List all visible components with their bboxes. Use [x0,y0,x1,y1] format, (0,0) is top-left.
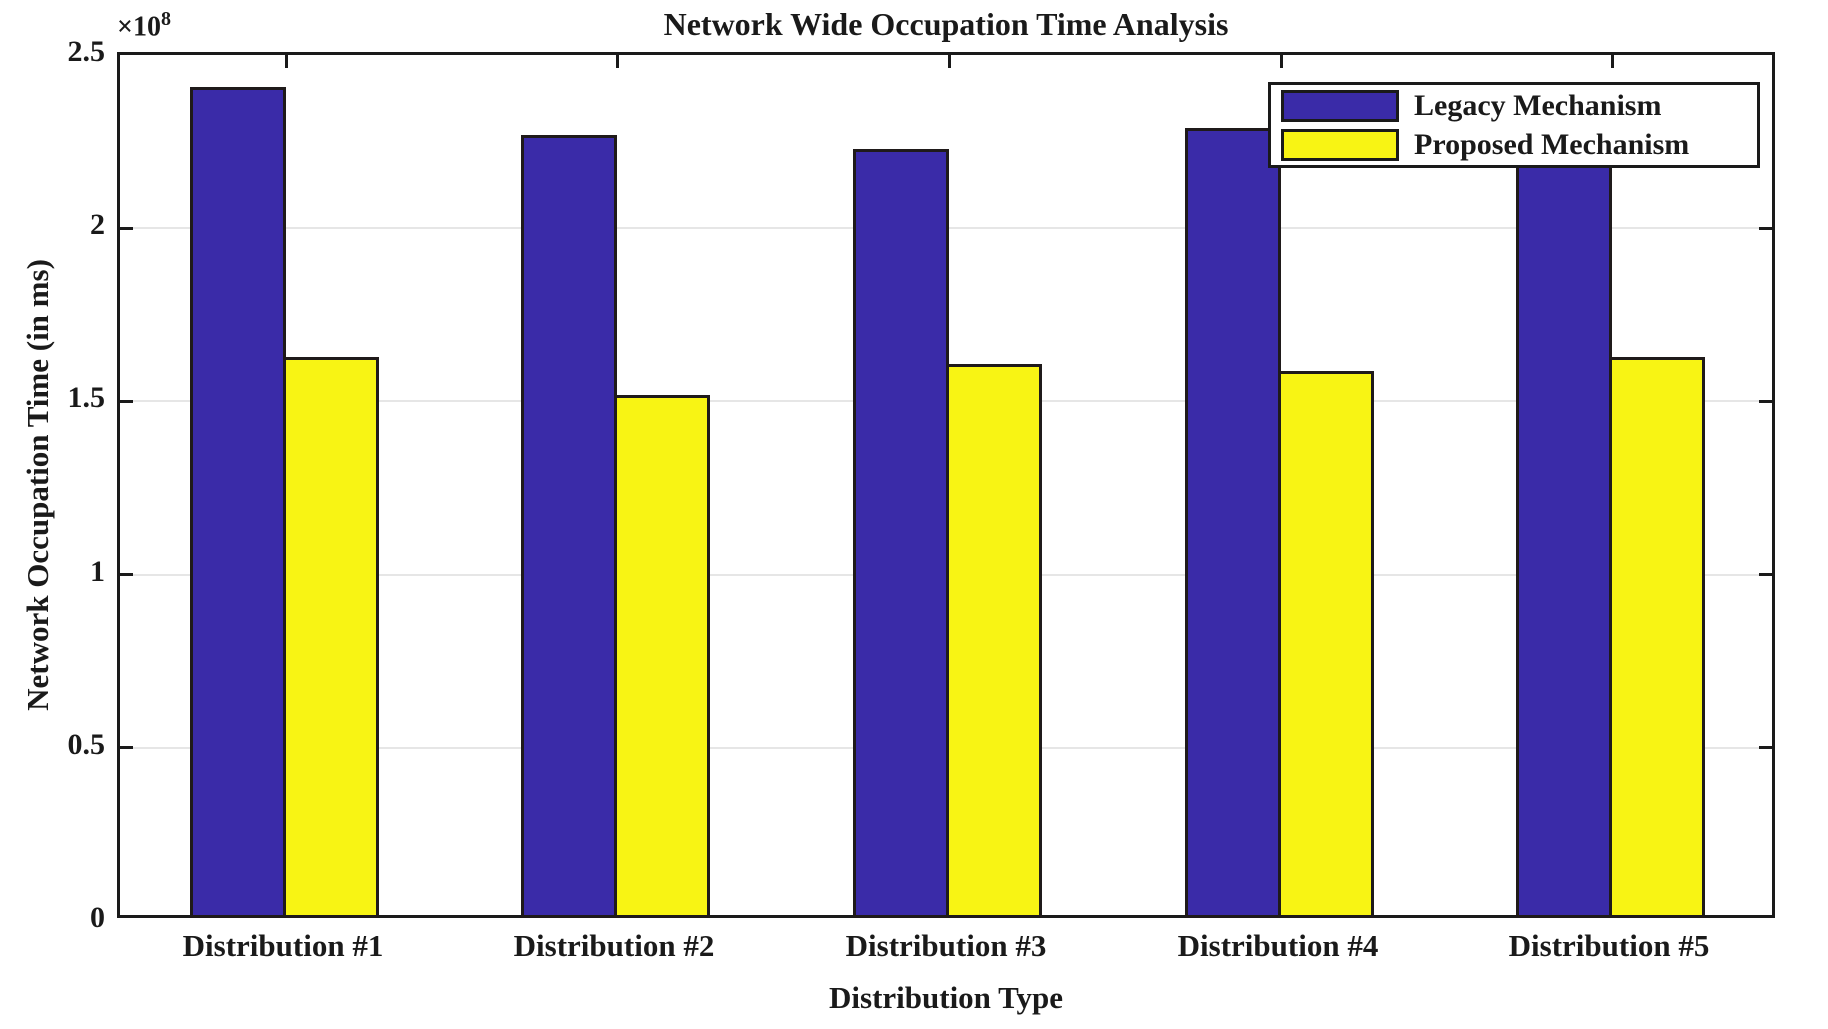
y-axis-multiplier: ×108 [117,8,171,43]
y-axis-multiplier-exponent: 8 [160,8,171,30]
y-tick-mark-right [1759,399,1772,403]
y-tick-label: 2.5 [67,35,106,68]
x-tick-mark-top [947,55,951,68]
y-axis-multiplier-base: ×10 [117,11,161,43]
x-tick-label: Distribution #1 [182,928,384,963]
y-axis-label: Network Occupation Time (in ms) [20,259,55,711]
y-tick-mark-left [120,746,133,750]
y-tick-label: 1 [90,554,105,588]
y-tick-label: 0 [90,901,105,934]
legend-item-proposed: Proposed Mechanism [1281,128,1747,162]
bar-proposed-distribution-2 [614,395,710,918]
y-tick-mark-left [120,573,133,577]
legend-label-proposed: Proposed Mechanism [1414,127,1690,161]
legend-label-legacy: Legacy Mechanism [1414,88,1662,122]
y-tick-label: 1.5 [67,381,106,415]
x-tick-label: Distribution #5 [1508,928,1710,963]
x-tick-mark-top [1279,55,1283,68]
legend-swatch-proposed [1281,128,1399,161]
y-tick-mark-right [1759,746,1772,750]
legend: Legacy Mechanism Proposed Mechanism [1268,82,1760,168]
bar-legacy-distribution-3 [853,149,949,918]
y-tick-mark-right [1759,226,1772,230]
legend-swatch-legacy [1281,89,1399,122]
x-axis-label: Distribution Type [829,980,1063,1015]
y-tick-mark-left [120,399,133,403]
x-tick-mark-top [284,55,288,68]
bar-proposed-distribution-4 [1278,371,1374,918]
bar-legacy-distribution-1 [190,87,286,918]
x-tick-mark-top [615,55,619,68]
bar-legacy-distribution-5 [1516,139,1612,918]
bar-legacy-distribution-2 [521,135,617,918]
bar-proposed-distribution-5 [1609,357,1705,918]
plot-area [117,52,1775,918]
bar-proposed-distribution-1 [283,357,379,918]
legend-item-legacy: Legacy Mechanism [1281,89,1747,123]
x-tick-label: Distribution #3 [845,928,1047,963]
y-tick-label: 0.5 [67,727,106,761]
x-tick-label: Distribution #2 [513,928,715,963]
x-tick-mark-top [1610,55,1614,68]
bar-legacy-distribution-4 [1185,128,1281,918]
x-tick-label: Distribution #4 [1177,928,1379,963]
y-tick-mark-right [1759,573,1772,577]
chart-title: Network Wide Occupation Time Analysis [663,6,1229,42]
bar-proposed-distribution-3 [946,364,1042,918]
y-tick-mark-left [120,226,133,230]
y-tick-label: 2 [90,208,105,242]
